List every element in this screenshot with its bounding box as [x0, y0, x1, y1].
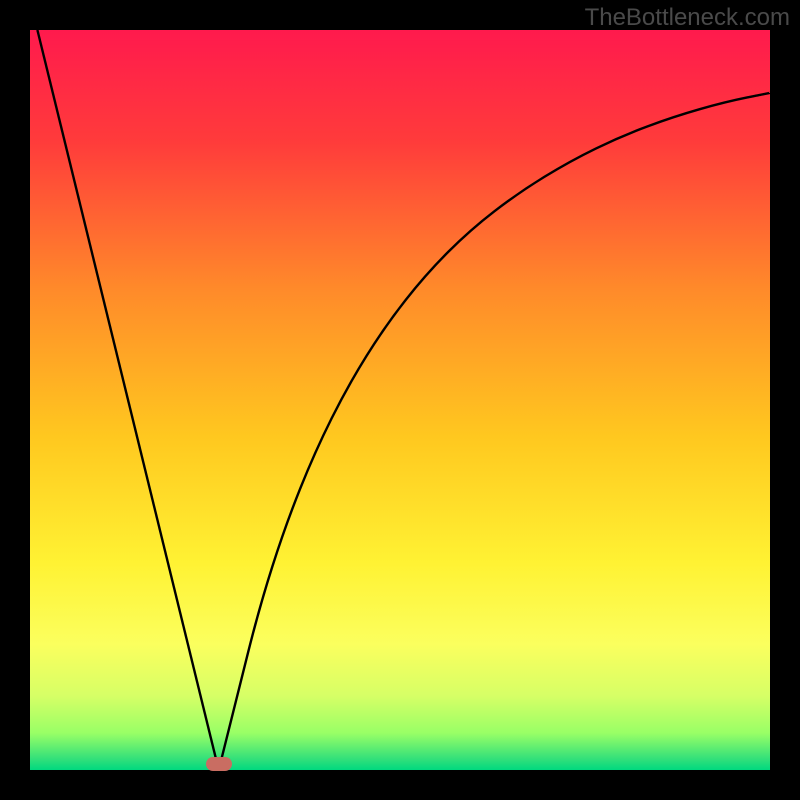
minimum-marker — [206, 757, 232, 771]
plot-area — [30, 30, 770, 770]
watermark-text: TheBottleneck.com — [585, 4, 790, 32]
curve-layer — [30, 30, 770, 770]
chart-canvas: TheBottleneck.com — [0, 0, 800, 800]
curve-right-segment — [219, 93, 770, 770]
curve-left-segment — [37, 30, 218, 770]
